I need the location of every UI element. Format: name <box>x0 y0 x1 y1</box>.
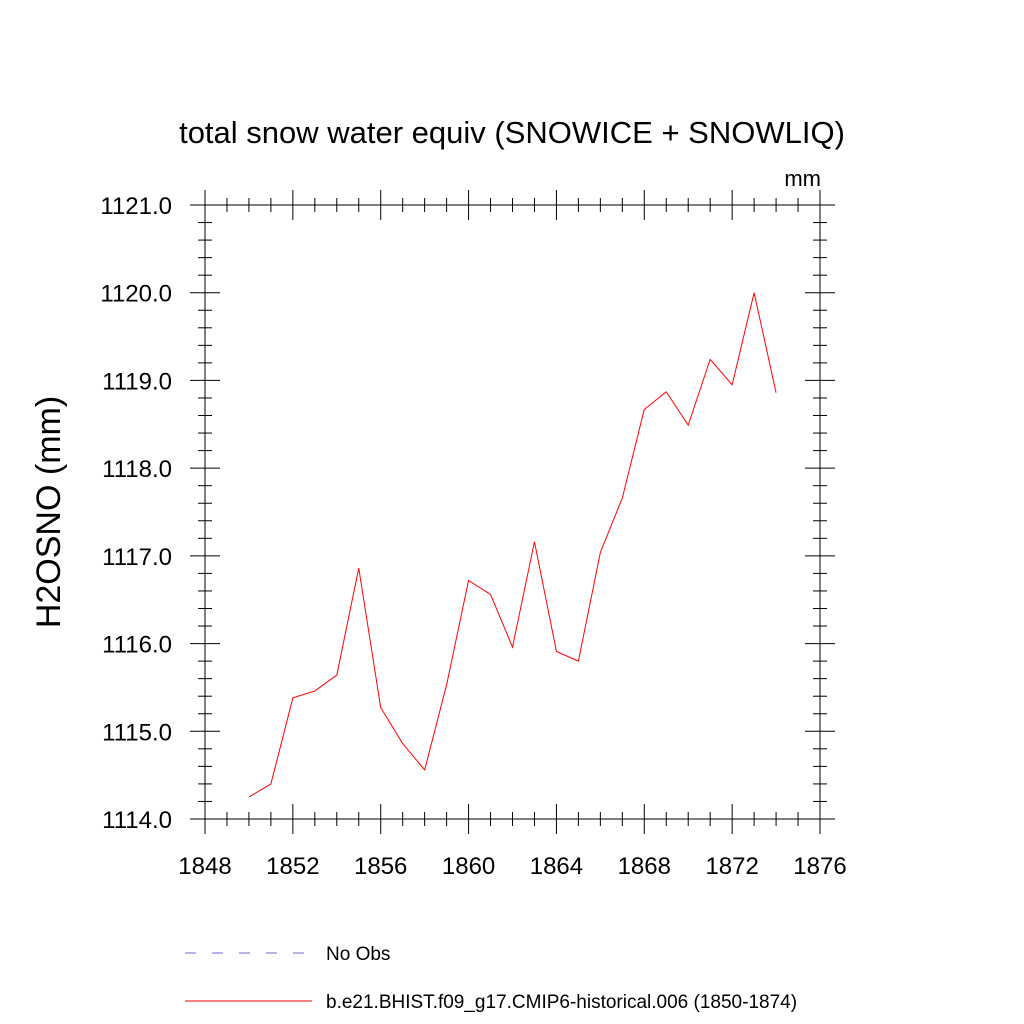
legend: No Obs b.e21.BHIST.f09_g17.CMIP6-histori… <box>185 944 797 1013</box>
x-tick-label: 1852 <box>266 853 319 880</box>
x-tick-label: 1876 <box>793 853 846 880</box>
legend-label-model-run: b.e21.BHIST.f09_g17.CMIP6-historical.006… <box>326 992 797 1013</box>
x-tick-label: 1868 <box>618 853 671 880</box>
x-tick-label: 1848 <box>178 853 231 880</box>
y-tick-label: 1116.0 <box>102 632 172 659</box>
series-layer <box>248 292 777 798</box>
y-tick-label: 1118.0 <box>102 456 172 483</box>
axis-tick-labels: 1848 1852 1856 1860 1864 1868 1872 1876 1114.0 11… <box>100 193 846 880</box>
chart-title: total snow water equiv (SNOWICE + SNOWLI… <box>179 115 845 150</box>
y-tick-label: 1115.0 <box>102 719 172 746</box>
x-tick-label: 1864 <box>530 853 583 880</box>
y-tick-label: 1120.0 <box>100 281 172 308</box>
y-tick-label: 1117.0 <box>102 544 172 571</box>
y-tick-label: 1121.0 <box>100 193 172 220</box>
legend-label-no-obs: No Obs <box>326 944 390 965</box>
y-tick-label: 1114.0 <box>102 807 172 834</box>
series-line-1 <box>248 292 777 798</box>
x-tick-label: 1872 <box>705 853 758 880</box>
y-axis-label: H2OSNO (mm) <box>30 396 68 628</box>
x-tick-label: 1860 <box>442 853 495 880</box>
plot-frame <box>204 204 821 820</box>
units-label: mm <box>784 166 821 191</box>
axis-ticks <box>190 190 835 834</box>
x-tick-label: 1856 <box>354 853 407 880</box>
y-tick-label: 1119.0 <box>102 368 172 395</box>
